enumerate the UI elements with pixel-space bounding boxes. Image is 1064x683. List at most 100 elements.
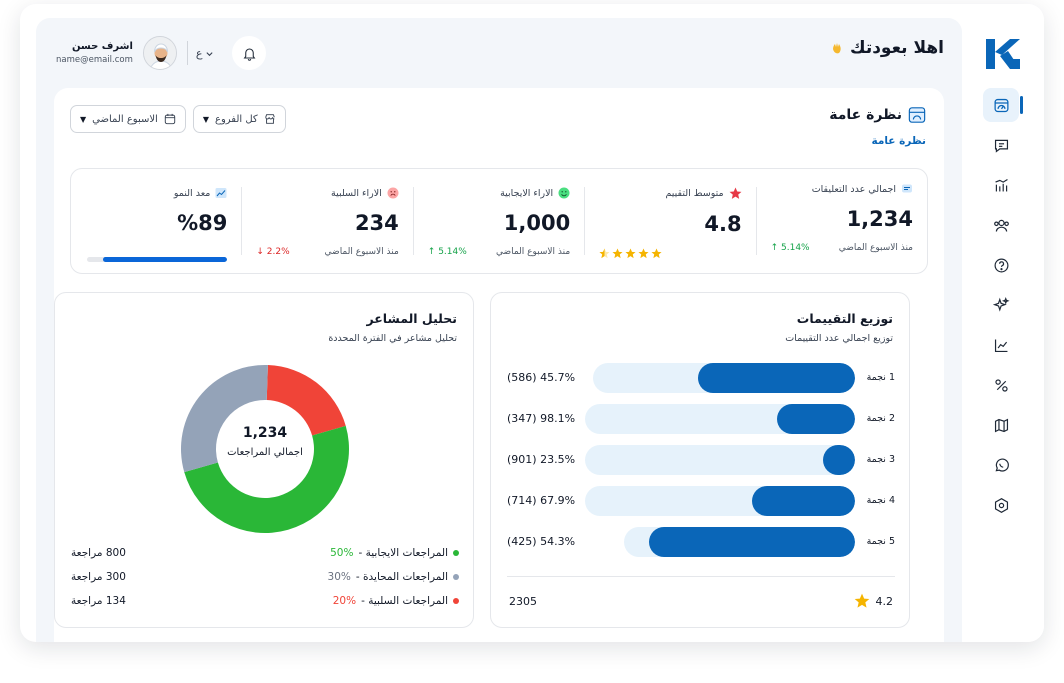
legend-count: 134 مراجعة — [71, 595, 126, 607]
legend-label: المراجعات المحايدة - — [355, 571, 448, 583]
period-filter-label: الاسبوع الماضي — [92, 113, 158, 125]
avatar[interactable] — [142, 36, 177, 70]
stat-since: منذ الاسبوع الماضي — [495, 247, 571, 257]
rating-stars — [599, 248, 662, 259]
rating-track — [585, 486, 855, 516]
rating-track — [585, 445, 855, 475]
rating-row: 2 نجمة (347) 98.1% — [507, 404, 895, 434]
overview-panel: نظرة عامة نظرة عامة ▼ الاسبوع الماضي ▼ ك… — [54, 88, 944, 642]
rating-bar — [752, 486, 855, 516]
rating-bar — [822, 445, 855, 475]
rating-track — [585, 404, 855, 434]
greeting: اهلا بعودتك — [830, 38, 944, 58]
bell-icon — [243, 47, 256, 61]
greeting-text: اهلا بعودتك — [849, 38, 944, 58]
stat-change: ↑ 5.14% — [428, 247, 467, 257]
legend-percent: 50% — [330, 547, 354, 559]
breadcrumb[interactable]: نظرة عامة — [871, 135, 926, 147]
rating-value-label: (586) 45.7% — [507, 371, 576, 384]
stat-change-value: 5.14% — [438, 247, 467, 257]
stats-row: اجمالي عدد التعليقات 1,234 منذ الاسبوع ا… — [70, 168, 928, 274]
arrow-up-icon: ↑ — [427, 247, 439, 257]
rating-track — [593, 363, 855, 393]
donut-total: 1,234 — [242, 425, 288, 441]
page-title: نظرة عامة — [829, 106, 926, 124]
discount-icon — [994, 378, 1008, 392]
ratings-total: 2305 — [509, 595, 537, 608]
branch-filter[interactable]: ▼ كل الفروع — [192, 105, 286, 133]
nav-dashboard[interactable] — [983, 88, 1023, 122]
chat-icon — [994, 139, 1008, 153]
smile-icon — [558, 187, 570, 199]
sentiment-subtitle: تحليل مشاعر في الفترة المحددة — [328, 333, 457, 344]
rating-value-label: (425) 54.3% — [507, 535, 576, 548]
nav-help[interactable] — [983, 248, 1019, 282]
nav-map[interactable] — [983, 408, 1019, 442]
stat-positive: الاراء الايجابية 1,000 منذ الاسبوع الماض… — [414, 187, 586, 257]
stat-negative: الاراء السلبية 234 منذ الاسبوع الماضي ↓ … — [242, 187, 414, 257]
nav-settings[interactable] — [983, 488, 1019, 522]
donut-center: 1,234 اجمالي المراجعات — [177, 425, 353, 458]
star-badge-icon — [729, 187, 742, 199]
nav-offers[interactable] — [983, 368, 1019, 402]
star-half-icon — [599, 248, 610, 259]
ratings-title: توزيع التقييمات — [796, 311, 893, 326]
growth-chart-icon — [215, 188, 227, 198]
stat-since: منذ الاسبوع الماضي — [324, 247, 399, 257]
calendar-icon — [164, 113, 176, 125]
rating-value-label: (347) 98.1% — [507, 412, 576, 425]
rating-bar — [649, 527, 855, 557]
wave-hand-icon — [832, 43, 841, 54]
legend-count: 300 مراجعة — [71, 571, 126, 583]
main-area: اهلا بعودتك اشرف حسن name@email.com — [36, 18, 962, 642]
bar-chart-icon — [994, 178, 1008, 191]
arrow-down-icon: ↓ — [256, 247, 267, 257]
stat-since: منذ الاسبوع الماضي — [838, 243, 913, 253]
app-window: اهلا بعودتك اشرف حسن name@email.com — [20, 4, 1044, 642]
nav-whatsapp[interactable] — [983, 448, 1019, 482]
user-menu: اشرف حسن name@email.com ع — [56, 36, 267, 70]
stat-total-comments: اجمالي عدد التعليقات 1,234 منذ الاسبوع ا… — [757, 169, 927, 273]
ratings-subtitle: توزيع اجمالي عدد التقييمات — [785, 333, 893, 344]
star-icon — [612, 248, 623, 259]
rating-category: 2 نجمة — [866, 413, 895, 424]
sidebar-nav — [983, 88, 1023, 528]
language-selector[interactable]: ع — [186, 41, 223, 65]
donut-slice — [184, 425, 349, 533]
legend-percent: 20% — [332, 595, 357, 607]
stat-average-rating: متوسط التقييم 4.8 — [585, 187, 757, 259]
whatsapp-icon — [995, 458, 1009, 472]
comment-icon — [902, 184, 912, 193]
notifications-button[interactable] — [232, 36, 267, 70]
stat-change-value: 2.2% — [266, 247, 290, 257]
rating-row: 4 نجمة (714) 67.9% — [507, 486, 895, 516]
ratings-average-value: 4.2 — [875, 594, 894, 608]
nav-reports[interactable] — [983, 328, 1019, 362]
stat-label: معد النمو — [173, 187, 211, 199]
nav-ai[interactable] — [983, 288, 1019, 322]
caret-down-icon: ▼ — [202, 114, 209, 124]
legend-negative: المراجعات السلبية - 20% 134 مراجعة — [71, 595, 459, 611]
nav-analytics[interactable] — [983, 168, 1019, 202]
sentiment-title: تحليل المشاعر — [366, 311, 457, 326]
language-label: ع — [195, 46, 203, 60]
ratings-card: توزيع التقييمات توزيع اجمالي عدد التقييم… — [490, 292, 910, 628]
growth-progress-fill — [102, 257, 228, 262]
ratings-average: 4.2 — [854, 593, 894, 609]
legend-label: المراجعات الايجابية - — [358, 547, 448, 559]
nav-users[interactable] — [983, 208, 1019, 242]
users-icon — [993, 219, 1009, 232]
star-icon — [651, 248, 662, 259]
rating-value-label: (714) 67.9% — [507, 494, 576, 507]
donut-slice — [266, 365, 346, 436]
logo-icon — [986, 39, 1020, 69]
user-name: اشرف حسن — [71, 41, 133, 52]
stat-change: ↑ 5.14% — [771, 243, 810, 253]
legend-positive: المراجعات الايجابية - 50% 800 مراجعة — [71, 547, 459, 563]
sentiment-donut — [181, 365, 349, 533]
period-filter[interactable]: ▼ الاسبوع الماضي — [70, 105, 186, 133]
stat-growth: معد النمو %89 — [71, 187, 243, 262]
rating-row: 1 نجمة (586) 45.7% — [507, 363, 895, 393]
rating-category: 3 نجمة — [866, 454, 895, 465]
nav-comments[interactable] — [983, 128, 1019, 162]
